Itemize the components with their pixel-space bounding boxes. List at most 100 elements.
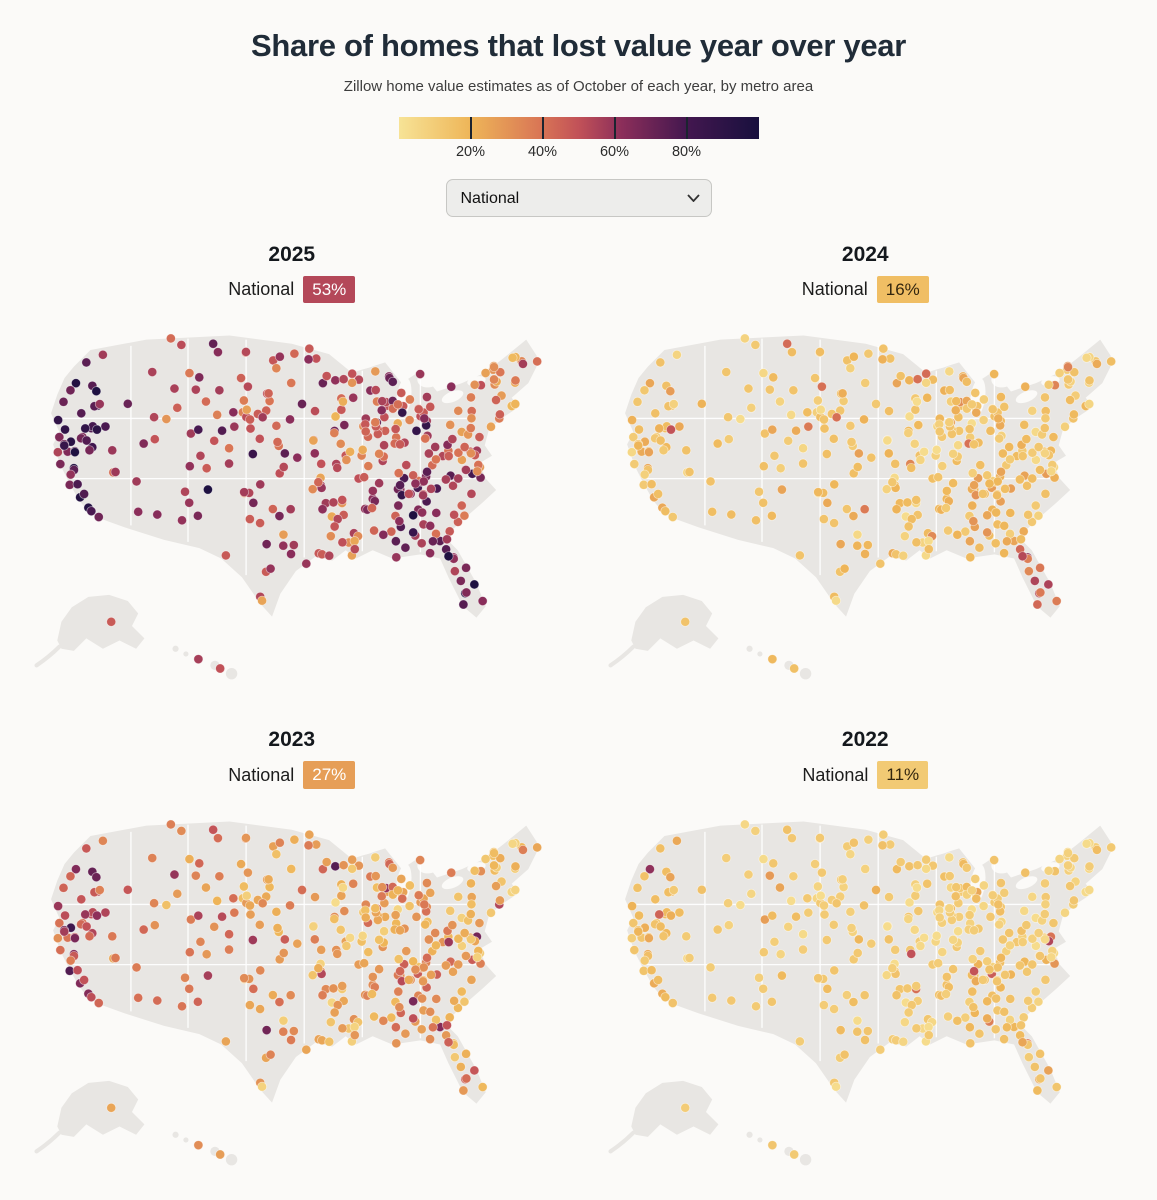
metro-dot <box>518 359 528 370</box>
hawaii-island <box>756 651 763 657</box>
metro-dot <box>881 435 892 446</box>
metro-dot <box>241 890 252 901</box>
metro-dot <box>229 907 240 918</box>
region-select-wrapper: National <box>445 179 712 217</box>
region-select[interactable]: National <box>445 179 712 217</box>
metro-dot <box>370 385 381 396</box>
metro-dot <box>461 1073 472 1084</box>
metro-dot <box>228 892 239 903</box>
year-label: 2025 <box>268 243 316 266</box>
metro-dot <box>461 563 471 574</box>
legend-gradient-bar <box>398 117 759 139</box>
metro-dot <box>193 425 204 435</box>
metro-dot <box>255 479 266 490</box>
metro-dot <box>347 369 358 379</box>
metro-dot <box>337 980 348 991</box>
metro-dot <box>934 426 945 437</box>
metro-dot <box>1032 996 1043 1007</box>
metro-dot <box>993 433 1004 444</box>
metro-dot <box>58 882 69 893</box>
metro-dot <box>790 911 801 922</box>
metro-dot <box>201 463 212 474</box>
metro-dot <box>901 497 912 508</box>
metro-dot <box>261 539 272 550</box>
metro-dot <box>425 521 436 532</box>
metro-dot <box>801 892 812 903</box>
metro-dot <box>278 947 289 958</box>
metro-dot <box>480 853 491 864</box>
metro-dot <box>846 437 856 448</box>
metro-dot <box>1091 359 1102 370</box>
metro-dot <box>469 380 480 390</box>
metro-dot <box>821 498 832 509</box>
metro-dot <box>393 399 403 410</box>
metro-dot <box>370 870 381 881</box>
metro-dot <box>329 521 340 532</box>
metro-dot <box>970 893 981 904</box>
metro-dot <box>1084 861 1094 871</box>
metro-dot <box>401 460 412 471</box>
metro-dot <box>245 414 255 425</box>
metro-dot <box>947 478 958 489</box>
metro-dot <box>1105 842 1116 853</box>
metro-dot <box>510 861 521 871</box>
metro-dot <box>951 1015 962 1026</box>
metro-dot <box>632 440 643 451</box>
metro-dot <box>58 397 69 408</box>
metro-dot <box>52 447 63 458</box>
metro-dot <box>1020 434 1031 445</box>
metro-dot <box>60 424 70 435</box>
metro-dot <box>55 944 66 955</box>
metro-dot <box>862 348 873 359</box>
aleutian-islands <box>607 644 635 668</box>
metro-dot <box>903 861 914 871</box>
metro-dot <box>367 988 377 999</box>
metro-dot <box>265 1049 276 1060</box>
metro-dot <box>453 406 464 416</box>
metro-dot <box>902 913 913 924</box>
metro-dot <box>81 435 92 446</box>
metro-dot <box>339 905 350 916</box>
metro-dot <box>1034 1048 1045 1059</box>
metro-dot <box>363 946 374 957</box>
metro-dot <box>936 946 947 957</box>
metro-dot <box>71 378 81 389</box>
metro-dot <box>758 853 768 864</box>
metro-dot <box>659 506 670 517</box>
legend-tick <box>685 117 688 139</box>
metro-dot <box>828 479 839 490</box>
metro-dot <box>775 948 786 959</box>
metro-dot <box>891 989 901 1000</box>
metro-dot <box>445 420 456 431</box>
metro-dot <box>149 412 160 423</box>
metro-dot <box>679 617 690 627</box>
metro-dot <box>390 536 401 547</box>
metro-dot <box>338 396 348 407</box>
metro-dot <box>881 921 892 932</box>
metro-dot <box>1023 1051 1034 1062</box>
metro-dot <box>480 368 491 379</box>
metro-dot <box>404 880 415 891</box>
metro-dot <box>272 437 283 448</box>
metro-dot <box>1039 392 1050 403</box>
measure-row: National 11% <box>596 761 1136 789</box>
metro-dot <box>449 510 460 520</box>
metro-dot <box>194 858 205 868</box>
metro-dot <box>785 410 796 421</box>
metro-dot <box>453 959 464 970</box>
metro-dot <box>934 912 945 923</box>
metro-dot <box>65 469 76 480</box>
great-lake <box>1015 390 1037 404</box>
metro-dot <box>639 870 649 881</box>
metro-dot <box>632 397 642 408</box>
metro-dot <box>147 367 158 378</box>
metro-dot <box>1043 865 1054 876</box>
metro-dot <box>245 900 255 911</box>
metro-dot <box>969 388 980 399</box>
metro-dot <box>998 521 1009 532</box>
metro-dot <box>418 976 428 986</box>
metro-dot <box>91 871 102 882</box>
metro-dot <box>911 882 922 893</box>
metro-dot <box>659 991 670 1002</box>
metro-dot <box>176 340 187 351</box>
